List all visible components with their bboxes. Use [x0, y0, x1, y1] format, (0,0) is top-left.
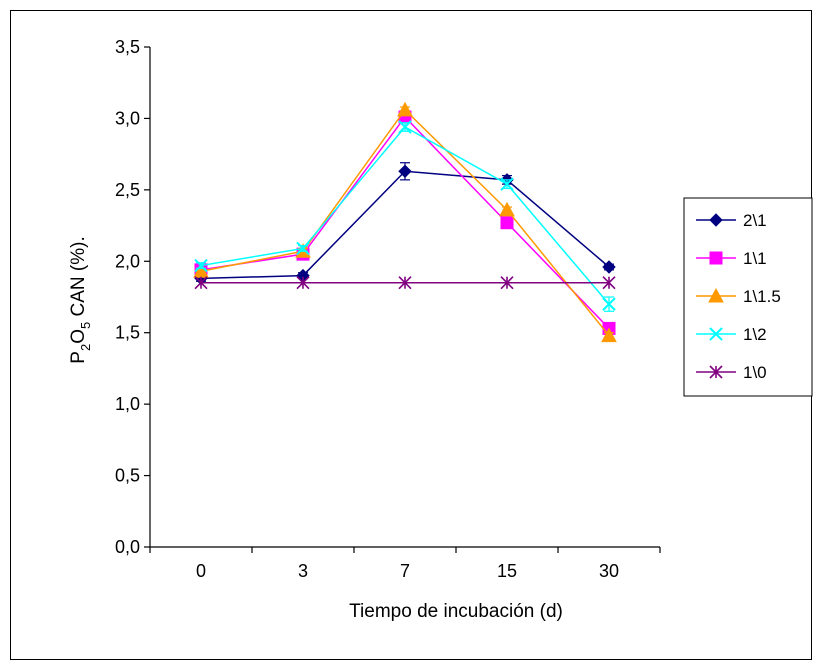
x-tick-label: 30	[599, 561, 619, 581]
data-point	[194, 258, 208, 273]
series-line	[200, 115, 610, 329]
data-point	[398, 120, 412, 134]
y-axis-title: P2O5 CAN (%).	[68, 236, 93, 363]
data-point	[194, 276, 208, 290]
legend-marker	[709, 251, 723, 265]
legend-label: 2\1	[743, 211, 767, 230]
y-tick-label: 1,5	[115, 323, 140, 343]
legend-entry: 1\0	[696, 363, 767, 382]
data-point	[397, 101, 413, 117]
series-line	[200, 170, 610, 280]
series-5	[194, 276, 616, 290]
y-axis-ticks: 0,0 0,5 1,0 1,5 2,0 2,5 3,0 3,5	[115, 37, 150, 557]
data-point	[499, 201, 515, 217]
data-point	[398, 164, 412, 178]
x-axis-ticks: 0 3 7 15 30	[149, 547, 661, 581]
legend-marker	[709, 327, 723, 341]
x-axis-title: Tiempo de incubación (d)	[349, 601, 563, 622]
y-axis-title-sub-5: 5	[78, 322, 93, 329]
legend-label: 1\1.5	[743, 287, 781, 306]
x-tick-label: 15	[497, 561, 517, 581]
series-3	[193, 101, 617, 343]
x-tick-label: 7	[400, 561, 410, 581]
y-axis-title-rest: CAN (%).	[68, 236, 89, 322]
legend-marker	[709, 213, 723, 227]
legend-entry: 1\2	[696, 325, 767, 344]
y-tick-label: 0,0	[115, 537, 140, 557]
y-axis-title-p: P	[68, 351, 89, 364]
legend-entry: 1\1	[696, 249, 767, 268]
legend: 2\1 1\1 1\1.5 1\2 1\0	[683, 197, 813, 397]
y-tick-label: 3,5	[115, 37, 140, 57]
y-tick-label: 2,5	[115, 180, 140, 200]
data-point	[602, 260, 616, 274]
legend-entry: 1\1.5	[696, 287, 781, 306]
legend-label: 1\2	[743, 325, 767, 344]
legend-label: 1\1	[743, 249, 767, 268]
series-layer	[193, 101, 617, 343]
legend-marker	[708, 287, 724, 303]
x-tick-label: 3	[298, 561, 308, 581]
legend-entry: 2\1	[696, 211, 767, 230]
data-point	[602, 276, 616, 290]
y-axis-title-sub-2: 2	[78, 344, 93, 351]
data-point	[500, 216, 514, 230]
axes	[149, 47, 660, 548]
data-point	[296, 276, 310, 290]
y-tick-label: 3,0	[115, 108, 140, 128]
series-2	[194, 110, 616, 335]
y-tick-label: 2,0	[115, 251, 140, 271]
y-tick-label: 0,5	[115, 466, 140, 486]
data-point	[602, 297, 616, 311]
y-tick-label: 1,0	[115, 394, 140, 414]
x-tick-label: 0	[196, 561, 206, 581]
data-point	[500, 177, 514, 191]
legend-box	[683, 197, 813, 397]
legend-label: 1\0	[743, 363, 767, 382]
data-point	[296, 241, 310, 256]
data-point	[500, 276, 514, 290]
data-point	[398, 276, 412, 290]
y-axis-title-o: O	[68, 329, 89, 344]
data-point	[601, 327, 617, 343]
series-line	[200, 108, 610, 337]
series-4	[194, 120, 616, 312]
legend-marker	[709, 365, 723, 379]
